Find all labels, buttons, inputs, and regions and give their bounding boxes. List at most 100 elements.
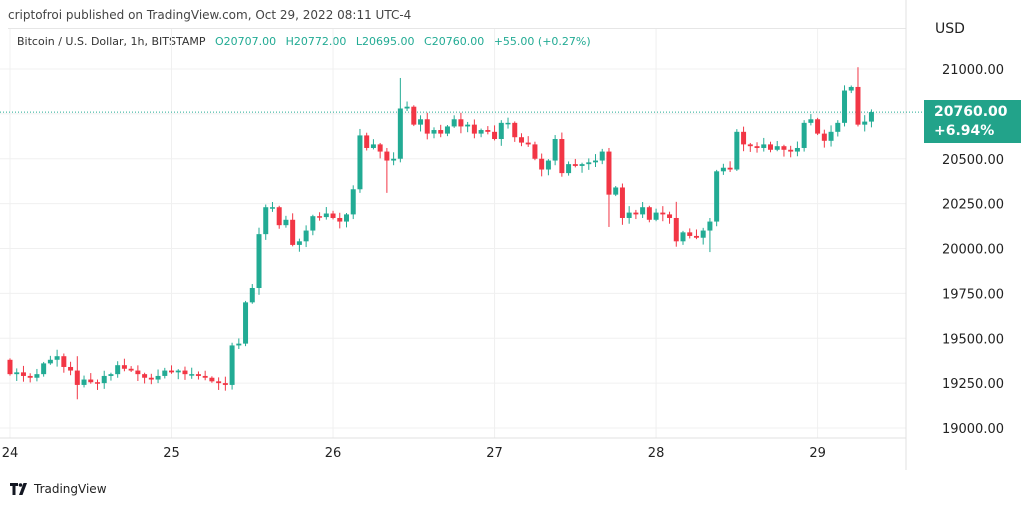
candle-body — [518, 137, 524, 143]
x-tick-label: 26 — [325, 446, 342, 461]
candle-body — [842, 90, 848, 123]
y-tick-label: 19500.00 — [942, 332, 1004, 347]
candle-body — [357, 135, 363, 190]
y-tick-label: 19000.00 — [942, 422, 1004, 437]
ohlc-change: +55.00 (+0.27%) — [493, 35, 591, 48]
candle-body — [747, 144, 753, 147]
candle-body — [640, 207, 646, 215]
candle-body — [391, 158, 397, 161]
last-price-value: 20760.00 — [934, 104, 1008, 120]
candle-body — [377, 144, 383, 152]
y-tick-label: 19250.00 — [942, 377, 1004, 392]
candle-body — [505, 122, 511, 125]
candle-body — [249, 287, 255, 303]
candle-body — [418, 119, 424, 125]
candle-body — [337, 217, 343, 222]
candle-body — [471, 124, 477, 134]
candle-body — [545, 160, 551, 170]
candle-body — [444, 126, 450, 134]
candle-body — [431, 130, 437, 134]
candle-body — [256, 234, 262, 288]
candle-body — [835, 122, 841, 132]
candle-body — [579, 164, 585, 166]
candle-body — [47, 359, 53, 364]
candle-body — [633, 212, 639, 215]
candle-body — [115, 365, 121, 375]
candle-body — [27, 375, 33, 378]
candle-body — [323, 213, 329, 218]
candle-body — [559, 139, 565, 174]
candle-body — [862, 121, 868, 125]
symbol-name: Bitcoin / U.S. Dollar, 1h, BITSTAMP — [17, 35, 206, 48]
candle-body — [606, 151, 612, 195]
candle-body — [653, 212, 659, 220]
candle-body — [175, 370, 181, 373]
candle-body — [667, 214, 673, 218]
candle-body — [370, 144, 376, 148]
symbol-legend: Bitcoin / U.S. Dollar, 1h, BITSTAMP O207… — [17, 35, 591, 48]
candle-body — [478, 130, 484, 134]
candle-body — [290, 219, 296, 245]
candle-body — [61, 356, 67, 367]
candle-body — [646, 207, 652, 220]
candle-body — [54, 356, 60, 360]
x-tick-label: 24 — [2, 446, 19, 461]
candle-body — [404, 106, 410, 109]
x-tick-label: 29 — [809, 446, 826, 461]
candle-body — [532, 144, 538, 159]
candle-body — [754, 146, 760, 148]
candle-body — [310, 216, 316, 231]
y-tick-label: 21000.00 — [942, 63, 1004, 78]
candle-body — [162, 370, 168, 376]
candle-body — [121, 365, 127, 369]
tradingview-logo[interactable]: TradingView — [10, 482, 107, 496]
candle-body — [599, 151, 605, 161]
candle-body — [552, 139, 558, 161]
candle-body — [741, 131, 747, 145]
candle-body — [828, 131, 834, 141]
x-tick-label: 27 — [486, 446, 503, 461]
candle-body — [384, 151, 390, 161]
candle-body — [364, 135, 370, 148]
candle-body — [613, 187, 619, 195]
ohlc-open: O20707.00 — [214, 35, 277, 48]
candle-body — [128, 368, 134, 371]
candle-body — [619, 187, 625, 218]
candle-body — [344, 214, 349, 222]
candle-body — [714, 171, 720, 222]
candle-body — [512, 122, 518, 138]
candle-body — [485, 130, 491, 132]
chart-frame — [8, 28, 906, 29]
candle-body — [411, 106, 417, 125]
price-axis-currency: USD — [935, 21, 965, 37]
candle-body — [142, 374, 148, 378]
candle-body — [626, 212, 632, 218]
candle-body — [263, 207, 269, 235]
candle-body — [14, 372, 20, 375]
candle-body — [94, 382, 100, 384]
candle-body — [465, 124, 471, 127]
candle-body — [808, 119, 814, 123]
candle-body — [81, 379, 87, 385]
candle-body — [276, 207, 282, 226]
footer-brand: TradingView — [34, 482, 107, 496]
candle-body — [155, 375, 161, 380]
candle-body — [438, 130, 444, 134]
candle-body — [720, 167, 726, 172]
candle-body — [848, 86, 854, 91]
candle-body — [727, 167, 733, 170]
candle-body — [20, 372, 26, 376]
candle-body — [169, 370, 175, 373]
tradingview-logo-icon — [10, 483, 27, 495]
ohlc-high: H20772.00 — [285, 35, 347, 48]
candle-body — [781, 146, 787, 150]
candle-body — [34, 374, 40, 378]
candle-body — [7, 359, 13, 375]
candle-body — [195, 374, 201, 376]
candle-body — [788, 149, 794, 152]
candle-body — [660, 212, 666, 215]
candle-body — [243, 302, 249, 344]
candle-body — [815, 119, 821, 134]
candle-body — [397, 108, 403, 159]
